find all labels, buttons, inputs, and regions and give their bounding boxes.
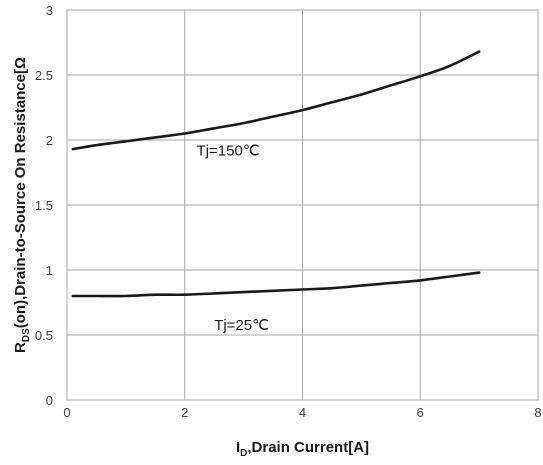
tick-labels: 0 2 4 6 8 0 0.5 1 1.5 2 2.5 3 — [35, 3, 542, 420]
x-tick-label: 2 — [181, 405, 188, 420]
x-tick-label: 6 — [417, 405, 424, 420]
y-tick-label: 2 — [46, 133, 53, 148]
y-axis-label-main: R — [12, 342, 29, 353]
y-tick-label: 3 — [46, 3, 53, 18]
x-axis-label-main: I — [236, 439, 240, 456]
gridlines — [66, 9, 539, 401]
x-tick-label: 0 — [63, 405, 70, 420]
series-line-0 — [71, 50, 481, 151]
y-tick-label: 1.5 — [35, 198, 53, 213]
y-tick-label: 0.5 — [35, 328, 53, 343]
x-tick-label: 8 — [534, 405, 541, 420]
y-tick-label: 1 — [46, 263, 53, 278]
x-axis-label: ID,Drain Current[A] — [236, 439, 369, 459]
series-line-1 — [71, 271, 481, 298]
plot-area-border — [66, 9, 539, 401]
series-annotation-1: Tj=25℃ — [214, 317, 269, 334]
y-axis-label-subscript: DS — [21, 328, 32, 342]
y-axis-label: RDS(on),Drain-to-Source On Resistance[Ω — [12, 57, 32, 353]
series-group — [71, 50, 481, 298]
x-tick-label: 4 — [299, 405, 306, 420]
y-tick-label: 0 — [46, 393, 53, 408]
x-axis-label-subscript: D — [240, 448, 247, 459]
annotations: Tj=150℃ Tj=25℃ — [197, 143, 269, 334]
series-annotation-0: Tj=150℃ — [197, 143, 260, 160]
y-tick-label: 2.5 — [35, 68, 53, 83]
x-axis-label-rest: ,Drain Current[A] — [247, 439, 369, 456]
y-axis-label-rest: (on),Drain-to-Source On Resistance[Ω — [12, 57, 29, 328]
